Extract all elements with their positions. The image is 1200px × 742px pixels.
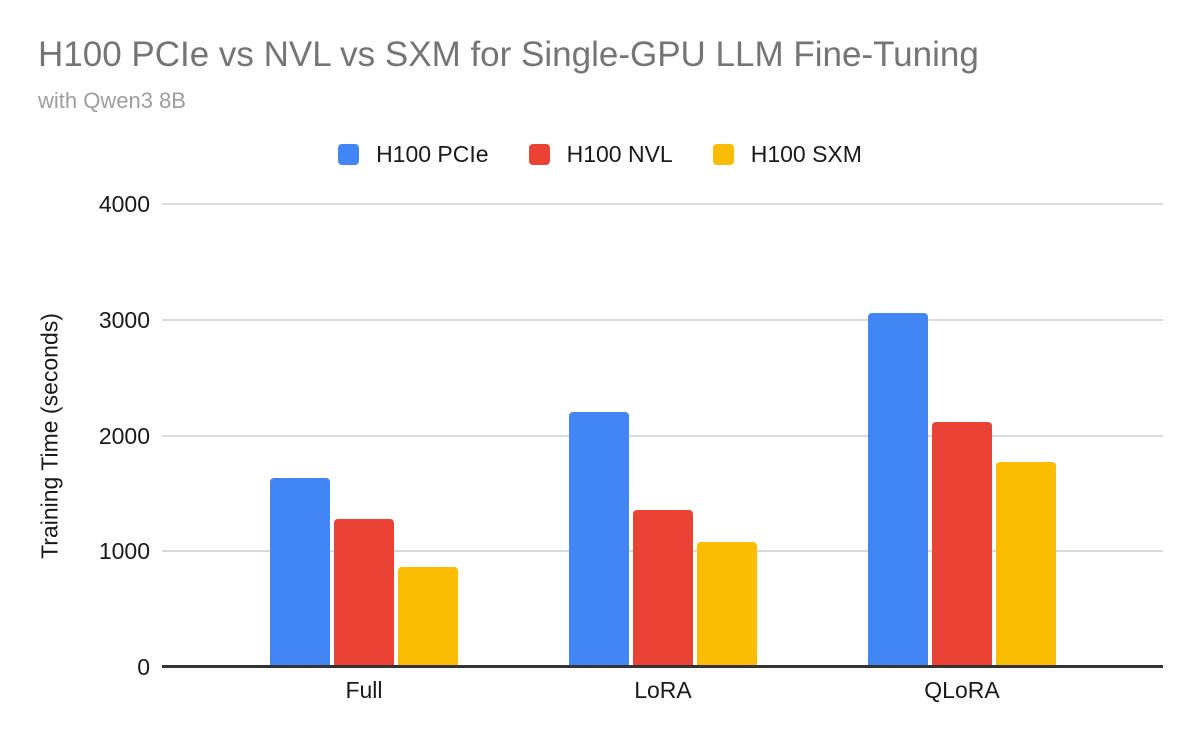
gridline-4000 <box>162 203 1163 205</box>
x-category-label-lora: LoRA <box>634 677 692 703</box>
bar-h100-nvl-qlora <box>932 421 992 667</box>
y-tick-label-2000: 2000 <box>98 422 150 449</box>
bar-h100-nvl-lora <box>633 510 693 667</box>
chart-legend: H100 PCIe H100 NVL H100 SXM <box>0 141 1200 167</box>
legend-item-h100-pcie: H100 PCIe <box>338 141 489 168</box>
plot-area <box>162 203 1163 668</box>
x-axis-line <box>162 665 1163 668</box>
y-tick-label-0: 0 <box>137 654 150 680</box>
x-category-label-qlora: QLoRA <box>924 677 1000 703</box>
legend-swatch-h100-sxm <box>712 143 734 165</box>
legend-item-h100-sxm: H100 SXM <box>712 140 862 168</box>
legend-label: H100 NVL <box>566 140 673 167</box>
legend-label: H100 SXM <box>750 140 862 167</box>
chart-title: H100 PCIe vs NVL vs SXM for Single-GPU L… <box>38 35 979 74</box>
y-tick-label-3000: 3000 <box>98 306 150 333</box>
bar-h100-pcie-qlora <box>868 313 928 667</box>
bar-h100-nvl-full <box>334 519 394 667</box>
legend-item-h100-nvl: H100 NVL <box>528 140 673 168</box>
legend-swatch-h100-nvl <box>528 143 550 165</box>
chart-subtitle: with Qwen3 8B <box>38 88 186 113</box>
y-tick-label-4000: 4000 <box>98 191 150 217</box>
bar-h100-sxm-lora <box>697 542 757 667</box>
gridline-2000 <box>162 434 1163 437</box>
bar-h100-sxm-qlora <box>996 461 1056 667</box>
legend-label: H100 PCIe <box>376 140 489 167</box>
bar-h100-pcie-lora <box>569 411 629 667</box>
bar-h100-pcie-full <box>270 477 330 667</box>
legend-swatch-h100-pcie <box>338 143 360 165</box>
x-category-label-full: Full <box>345 677 383 703</box>
gridline-3000 <box>162 318 1163 321</box>
y-tick-label-1000: 1000 <box>98 538 150 565</box>
bar-h100-sxm-full <box>398 567 458 667</box>
